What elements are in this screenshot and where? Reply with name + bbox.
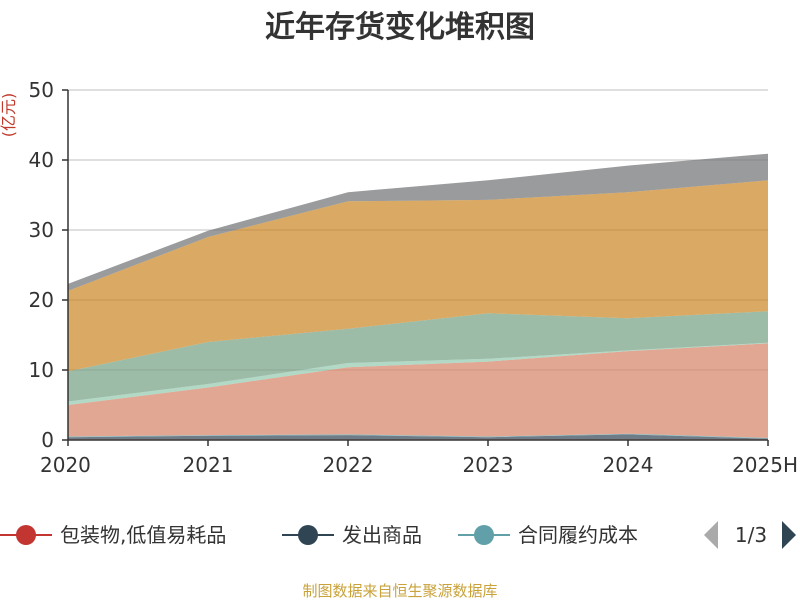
area-series-7 (68, 153, 768, 291)
x-tick-labels: 2020 2021 2022 2023 2024 2025H (40, 453, 798, 477)
x-tick-label: 2023 (463, 453, 514, 477)
area-series (68, 153, 768, 440)
y-tick-label: 10 (29, 358, 54, 382)
y-axis-unit: (亿元) (0, 93, 18, 138)
legend-marker (298, 525, 318, 545)
y-tick-label: 40 (29, 148, 54, 172)
y-tick-labels: 0 10 20 30 40 50 (29, 78, 54, 452)
x-tick-label: 2024 (603, 453, 654, 477)
y-tick-label: 20 (29, 288, 54, 312)
y-tick-label: 50 (29, 78, 54, 102)
chart-title: 近年存货变化堆积图 (265, 10, 535, 45)
legend-page-indicator: 1/3 (735, 523, 767, 547)
triangle-right-icon[interactable] (782, 521, 796, 549)
legend-marker (474, 525, 494, 545)
legend: 包装物,低值易耗品 发出商品 合同履约成本 (0, 523, 638, 547)
x-tick-label: 2020 (40, 453, 91, 477)
triangle-left-icon[interactable] (704, 521, 718, 549)
area-series-1 (68, 434, 768, 440)
legend-item-label[interactable]: 包装物,低值易耗品 (60, 523, 226, 547)
x-tick-label: 2025H (732, 453, 798, 477)
area-series-6 (68, 180, 768, 372)
axes (62, 89, 769, 446)
area-series-5 (68, 311, 768, 402)
area-series-2 (68, 433, 768, 439)
area-series-3 (68, 343, 768, 438)
y-tick-label: 30 (29, 218, 54, 242)
legend-item-label[interactable]: 发出商品 (342, 523, 422, 547)
legend-item-label[interactable]: 合同履约成本 (518, 523, 638, 547)
legend-marker (16, 525, 36, 545)
legend-pager: 1/3 (704, 521, 796, 549)
y-tick-label: 0 (41, 428, 54, 452)
source-note: 制图数据来自恒生聚源数据库 (302, 582, 497, 600)
x-tick-label: 2021 (183, 453, 234, 477)
x-tick-label: 2022 (323, 453, 374, 477)
